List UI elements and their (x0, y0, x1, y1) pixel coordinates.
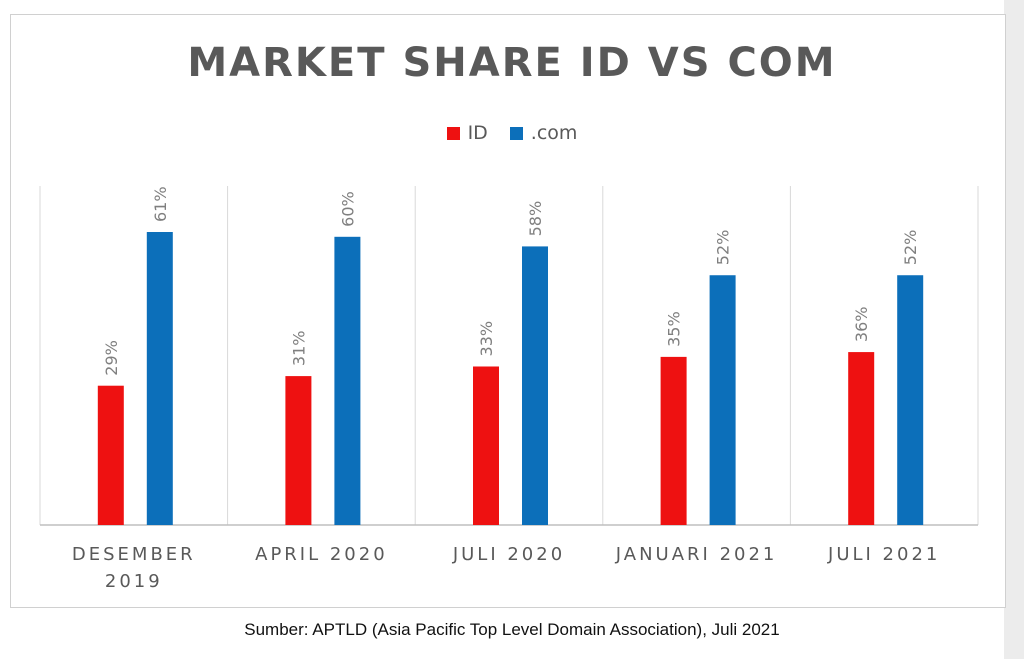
x-tick-label: 2019 (105, 571, 163, 592)
bar-id (473, 366, 499, 525)
bar-com (146, 232, 173, 525)
x-tick-label: JANUARI 2021 (615, 544, 778, 565)
data-label: 52% (901, 230, 920, 266)
page-right-edge (1004, 0, 1024, 659)
x-tick-label: JULI 2021 (827, 544, 940, 565)
x-tick-label: APRIL 2020 (255, 544, 388, 565)
data-label: 36% (852, 307, 871, 343)
x-tick-label: JULI 2020 (452, 544, 565, 565)
data-label: 58% (526, 201, 545, 237)
legend-swatch-com (509, 126, 523, 140)
bar-id (848, 352, 875, 525)
source-caption: Sumber: APTLD (Asia Pacific Top Level Do… (244, 620, 780, 639)
legend-label-com: .com (530, 122, 578, 144)
bar-com (897, 275, 924, 525)
x-tick-label: DESEMBER (72, 544, 196, 565)
bar-com (334, 236, 361, 525)
bar-com (522, 246, 548, 525)
data-label: 29% (102, 340, 121, 376)
data-label: 52% (714, 230, 733, 266)
bar-id (285, 376, 312, 525)
bar-plot: 29% 61% DESEMBER 2019 31% 60% APRIL 2020 33% 58%… (39, 186, 979, 592)
bar-id (660, 356, 687, 525)
chart-title: MARKET SHARE ID VS COM (187, 40, 837, 86)
data-label: 35% (665, 311, 684, 347)
legend-swatch-id (446, 126, 460, 140)
data-label: 31% (289, 331, 308, 367)
data-label: 61% (151, 186, 170, 222)
bar-com (709, 275, 736, 525)
legend-item-com: .com (509, 122, 578, 144)
bar-id (97, 385, 124, 525)
data-label: 33% (477, 321, 496, 357)
chart-area (10, 14, 1006, 608)
legend-label-id: ID (467, 122, 488, 144)
chart-legend: ID .com (0, 122, 1024, 144)
legend-item-id: ID (446, 122, 488, 144)
data-label: 60% (338, 191, 357, 227)
